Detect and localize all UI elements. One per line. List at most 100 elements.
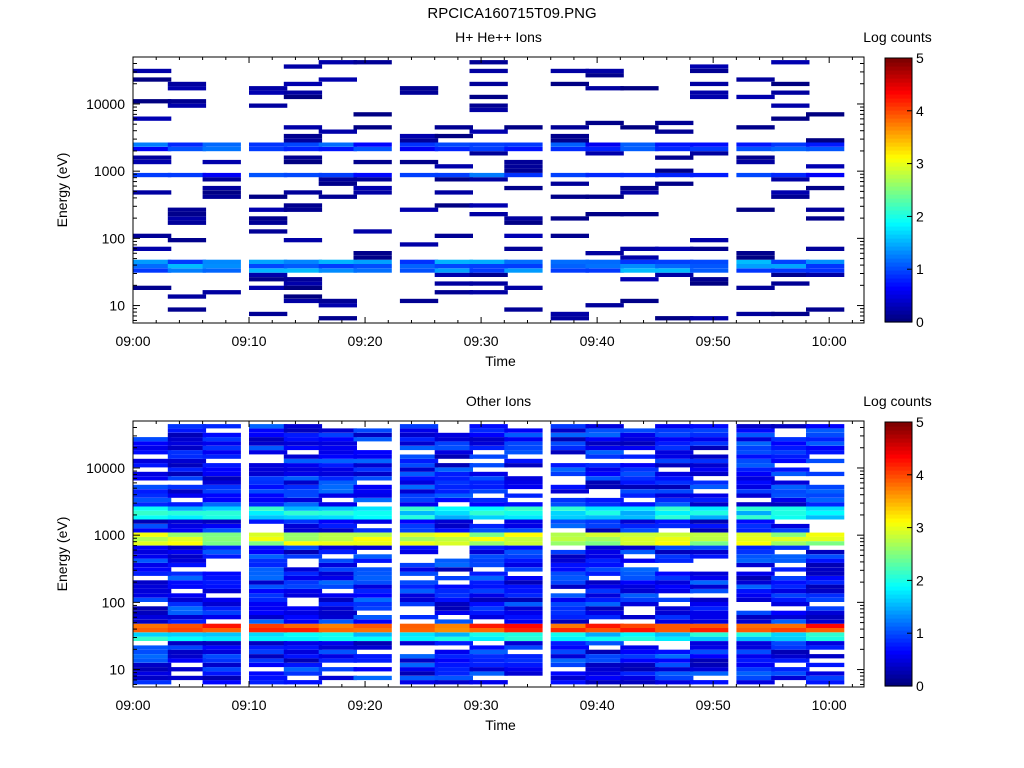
- heatmap-cell: [690, 658, 729, 663]
- heatmap-cell: [806, 437, 845, 442]
- heatmap-cell: [399, 528, 439, 533]
- heatmap-cell: [167, 142, 207, 147]
- heatmap-cell: [133, 441, 172, 446]
- heatmap-cell: [655, 558, 694, 563]
- heatmap-cell: [469, 454, 508, 459]
- heatmap-cell: [655, 463, 694, 468]
- heatmap-cell: [550, 619, 589, 624]
- heatmap-cell: [318, 450, 357, 455]
- heatmap-cell: [202, 680, 241, 685]
- heatmap-cell: [283, 658, 323, 663]
- heatmap-cell: [469, 142, 508, 147]
- heatmap-cell: [318, 298, 357, 304]
- heatmap-cell: [202, 667, 241, 672]
- heatmap-cell: [434, 658, 473, 663]
- heatmap-cell: [771, 177, 810, 182]
- heatmap-cell: [620, 146, 659, 152]
- heatmap-cell: [469, 636, 508, 641]
- heatmap-cell: [620, 662, 659, 668]
- x-tick-label: 09:10: [232, 333, 267, 349]
- heatmap-cell: [434, 133, 473, 139]
- heatmap-cell: [620, 172, 659, 178]
- heatmap-cell: [655, 441, 694, 446]
- heatmap-cell: [585, 441, 624, 446]
- heatmap-cell: [434, 589, 473, 594]
- heatmap-cell: [133, 476, 172, 481]
- heatmap-cell: [771, 580, 810, 585]
- heatmap-cell: [771, 602, 810, 607]
- heatmap-cell: [353, 142, 392, 147]
- heatmap-cell: [469, 428, 508, 433]
- panel-top: 09:00 09:10 09:20 09:30 09:40 09:50 10:00 10 100…: [0, 20, 1024, 400]
- heatmap-cell: [620, 506, 659, 511]
- heatmap-cell: [771, 497, 810, 503]
- figure-title: RPCICA160715T09.PNG: [427, 5, 597, 22]
- heatmap-cell: [399, 454, 439, 459]
- colorbar-segment: [885, 110, 912, 115]
- heatmap-cell: [399, 680, 439, 685]
- heatmap-cell: [806, 268, 845, 273]
- heatmap-cell: [550, 541, 589, 546]
- heatmap-cell: [806, 428, 845, 433]
- heatmap-cell: [249, 229, 288, 234]
- heatmap-cell: [690, 619, 729, 624]
- heatmap-cell: [620, 428, 659, 433]
- heatmap-cell: [167, 172, 207, 178]
- heatmap-cell: [550, 584, 589, 589]
- heatmap-cell: [504, 432, 543, 438]
- heatmap-cell: [469, 437, 508, 442]
- heatmap-cell: [249, 641, 288, 646]
- heatmap-cell: [434, 471, 473, 477]
- heatmap-cell: [249, 264, 288, 269]
- heatmap-cell: [585, 602, 624, 607]
- heatmap-cell: [399, 489, 439, 494]
- heatmap-cell: [806, 567, 845, 572]
- heatmap-cell: [399, 146, 439, 152]
- heatmap-cell: [736, 597, 775, 602]
- heatmap-cell: [736, 623, 775, 628]
- heatmap-cell: [806, 562, 845, 568]
- heatmap-cell: [550, 536, 589, 542]
- heatmap-cell: [550, 142, 589, 147]
- heatmap-cell: [690, 602, 729, 607]
- heatmap-cell: [283, 471, 323, 477]
- heatmap-cell: [504, 502, 543, 507]
- heatmap-cell: [249, 272, 288, 277]
- colorbar-tick-label: 0: [916, 314, 924, 330]
- heatmap-cell: [283, 480, 323, 485]
- colorbar-segment: [885, 646, 912, 651]
- heatmap-cell: [585, 428, 624, 433]
- heatmap-cell: [736, 259, 775, 264]
- heatmap-cell: [249, 103, 288, 108]
- colorbar-segment: [885, 238, 912, 243]
- colorbar-segment: [885, 186, 912, 191]
- colorbar-segment: [885, 198, 912, 203]
- heatmap-cell: [318, 545, 357, 550]
- colorbar-segment: [885, 682, 912, 687]
- heatmap-cell: [249, 476, 288, 481]
- heatmap-cell: [318, 576, 357, 581]
- heatmap-cell: [504, 484, 543, 490]
- heatmap-cell: [806, 493, 845, 498]
- heatmap-cell: [318, 571, 357, 576]
- heatmap-cell: [202, 645, 241, 650]
- heatmap-cell: [620, 471, 659, 477]
- heatmap-cell: [585, 437, 624, 442]
- heatmap-cell: [283, 636, 323, 641]
- heatmap-cell: [318, 437, 357, 442]
- heatmap-cell: [249, 445, 288, 451]
- heatmap-cell: [806, 680, 845, 685]
- heatmap-cell: [469, 667, 508, 672]
- colorbar-segment: [885, 550, 912, 555]
- heatmap-cell: [550, 510, 589, 516]
- heatmap-cell: [550, 671, 589, 676]
- colorbar-segment: [885, 142, 912, 147]
- heatmap-cell: [283, 476, 323, 481]
- heatmap-cell: [202, 437, 241, 442]
- heatmap-cell: [249, 554, 288, 559]
- heatmap-cell: [434, 593, 473, 598]
- heatmap-cell: [806, 675, 845, 681]
- heatmap-cell: [655, 458, 694, 464]
- heatmap-cell: [399, 641, 439, 646]
- heatmap-cell: [353, 571, 392, 576]
